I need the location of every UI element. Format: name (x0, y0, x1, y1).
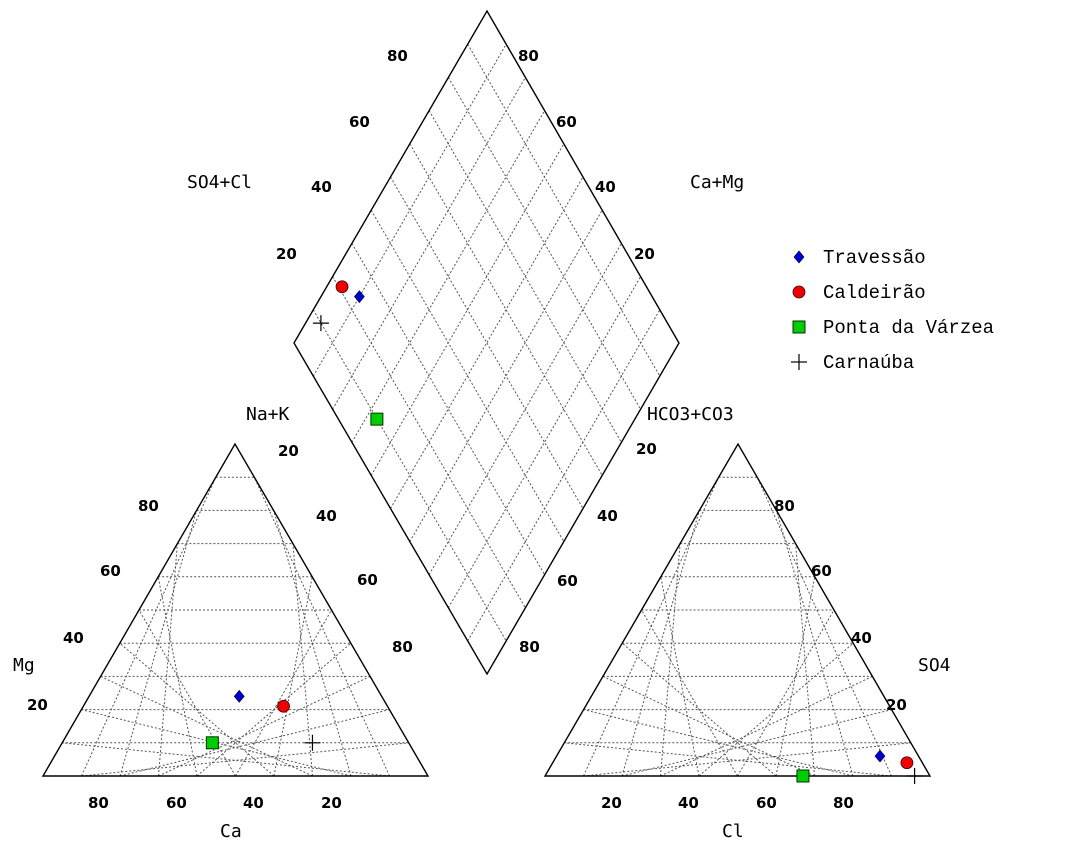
cation-triangle-grid-line (119, 642, 275, 777)
anion-triangle-grid-line (621, 642, 777, 777)
legend: Travessão Caldeirão Ponta da Várzea Carnaúb… (791, 247, 994, 374)
point-carnauba-cation (304, 734, 321, 751)
anion-triangle-grid-line (795, 543, 815, 777)
cation-triangle-grid-line (157, 576, 198, 777)
tick-label-cation-right: 80 (392, 638, 413, 656)
tick-label-anion-right: 80 (774, 497, 795, 515)
anion-triangle-grid-line (756, 476, 892, 777)
point-layer (205, 280, 923, 784)
grid-layer (62, 43, 911, 777)
tick-label-diamond-upper-left: 60 (349, 113, 370, 131)
cation-triangle-grid-line (158, 543, 178, 777)
point-ponta-da-varzea-cation (205, 736, 219, 750)
tick-label-diamond-upper-left: 40 (311, 178, 332, 196)
axis-label-ca-mg: Ca+Mg (690, 172, 744, 193)
tick-label-cation-left: 60 (100, 562, 121, 580)
axis-label-layer: Ca+Mg SO4+Cl Na+K HCO3+CO3 Mg Ca Cl SO4 (13, 172, 951, 842)
tick-label-diamond-upper-right: 80 (518, 47, 539, 65)
anion-triangle-grid-line (737, 609, 835, 777)
point-travessao-diamond (353, 290, 365, 304)
cation-triangle-grid-line (138, 609, 236, 777)
tick-label-cation-left: 20 (27, 696, 48, 714)
tick-label-cation-right: 40 (316, 507, 337, 525)
axis-label-mg: Mg (13, 655, 35, 676)
tick-label-cation-left: 40 (63, 629, 84, 647)
anion-triangle-outline (543, 442, 932, 777)
tick-label-anion-bottom: 20 (601, 794, 622, 812)
legend-marker-1 (792, 285, 806, 299)
cation-triangle-grid-line (81, 742, 409, 777)
tick-label-diamond-lower-right: 20 (636, 440, 657, 458)
diamond-outline (293, 9, 680, 676)
cation-triangle-grid-line (253, 476, 390, 777)
axis-label-so4-cl: SO4+Cl (187, 172, 252, 193)
tick-label-diamond-upper-right: 20 (634, 245, 655, 263)
point-travessao-cation (233, 689, 245, 703)
tick-label-cation-right: 60 (357, 571, 378, 589)
tick-label-anion-bottom: 40 (678, 794, 699, 812)
tick-label-anion-bottom: 60 (756, 794, 777, 812)
tick-label-diamond-lower-right: 80 (519, 638, 540, 656)
tick-label-cation-bottom: 80 (88, 794, 109, 812)
tick-label-diamond-upper-left: 80 (387, 47, 408, 65)
legend-marker-0 (793, 250, 805, 264)
axis-label-ca: Ca (220, 821, 242, 842)
cation-triangle-grid-line (62, 742, 390, 777)
tick-label-cation-bottom: 20 (321, 794, 342, 812)
tick-label-cation-left: 80 (138, 497, 159, 515)
point-caldeirao-cation (277, 699, 290, 713)
tick-label-diamond-upper-right: 60 (556, 113, 577, 131)
legend-label: Carnaúba (823, 352, 914, 374)
tick-label-diamond-upper-left: 20 (276, 245, 297, 263)
legend-label: Ponta da Várzea (823, 317, 994, 339)
tick-label-cation-right: 20 (278, 442, 299, 460)
cation-triangle-grid-line (292, 543, 313, 777)
tick-label-anion-right: 60 (811, 562, 832, 580)
point-caldeirao-anion (900, 756, 914, 770)
axis-label-na-k: Na+K (246, 404, 290, 425)
legend-marker-3 (791, 354, 807, 370)
anion-triangle-grid-line (583, 476, 720, 777)
point-travessao-anion (874, 749, 886, 763)
tick-label-cation-bottom: 40 (243, 794, 264, 812)
legend-marker-2 (792, 320, 806, 334)
axis-label-cl: Cl (722, 821, 744, 842)
axis-label-hco3-co3: HCO3+CO3 (647, 404, 734, 425)
anion-triangle-grid-line (660, 543, 681, 777)
legend-label: Caldeirão (823, 282, 926, 304)
tick-label-cation-bottom: 60 (166, 794, 187, 812)
tick-label-anion-bottom: 80 (833, 794, 854, 812)
point-carnauba-diamond (312, 315, 329, 332)
legend-label: Travessão (823, 247, 926, 269)
anion-triangle-grid-line (775, 576, 816, 777)
cation-triangle-grid-line (273, 576, 313, 777)
tick-label-diamond-upper-right: 40 (595, 178, 616, 196)
cation-triangle-grid-line (81, 476, 217, 777)
axis-label-so4: SO4 (918, 655, 951, 676)
anion-triangle-grid-line (641, 609, 738, 777)
tick-label-diamond-lower-right: 60 (557, 572, 578, 590)
frame-layer (41, 9, 932, 777)
tick-label-diamond-lower-right: 40 (597, 507, 618, 525)
point-caldeirao-diamond (335, 280, 349, 294)
cation-triangle-outline (41, 442, 430, 777)
point-ponta-da-varzea-anion (796, 769, 810, 783)
anion-triangle-grid-line (660, 576, 700, 777)
tick-label-anion-right: 20 (886, 696, 907, 714)
anion-triangle-grid-line (583, 742, 911, 777)
tick-label-anion-right: 40 (851, 629, 872, 647)
anion-triangle-grid-line (564, 742, 892, 777)
tick-layer: 20 40 60 80 20 40 60 80 80 60 40 20 20 40 60 80 20 40 60 80… (27, 47, 907, 812)
point-carnauba-anion (906, 768, 923, 784)
cation-triangle-grid-line (100, 675, 313, 777)
point-ponta-da-varzea-diamond (370, 412, 384, 426)
anion-triangle-grid-line (602, 675, 815, 777)
